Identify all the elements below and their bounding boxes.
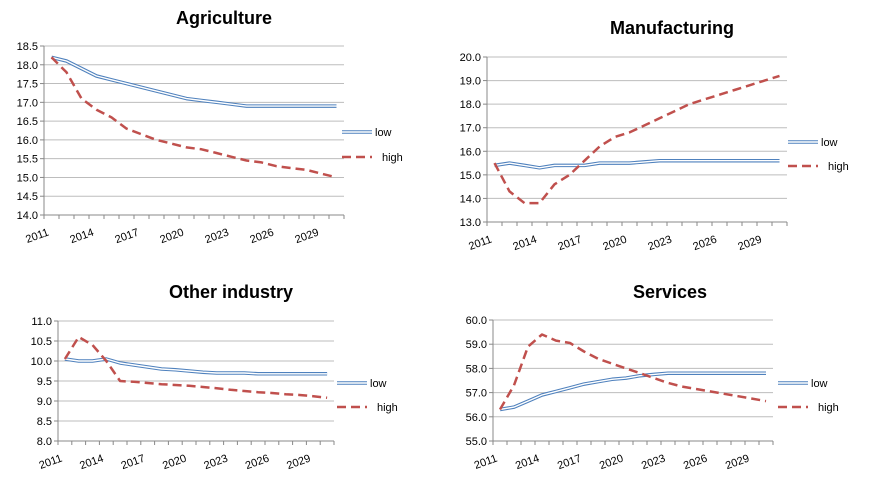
y-tick-label: 15.0 — [460, 170, 481, 182]
series-low-line-inner — [64, 358, 328, 375]
y-tick-label: 56.0 — [466, 412, 487, 424]
x-tick-label: 2029 — [724, 453, 751, 473]
y-tick-label: 15.0 — [17, 172, 38, 184]
x-tick-label: 2014 — [78, 453, 105, 473]
y-tick-label: 20.0 — [460, 52, 481, 64]
chart-panel-2: Other industry 8.0 8.5 9.0 9.5 10.0 10.5 11.0 20… — [31, 282, 398, 472]
chart-title: Manufacturing — [610, 18, 734, 38]
y-tick-label: 14.5 — [17, 191, 38, 203]
legend-low-label: low — [370, 378, 387, 390]
y-tick-label: 55.0 — [466, 436, 487, 448]
y-tick-label: 18.0 — [460, 99, 481, 111]
x-tick-label: 2014 — [68, 227, 95, 247]
y-tick-label: 17.0 — [17, 97, 38, 109]
legend-low-label: low — [821, 137, 838, 149]
x-tick-label: 2029 — [285, 453, 312, 473]
y-tick-label: 14.0 — [17, 210, 38, 222]
series-high-line — [493, 74, 780, 205]
x-tick-label: 2029 — [293, 227, 320, 247]
series-high-line — [498, 333, 767, 411]
x-tick-label: 2017 — [556, 453, 583, 473]
y-tick-label: 19.0 — [460, 76, 481, 88]
x-tick-label: 2023 — [202, 453, 229, 473]
y-tick-label: 8.5 — [37, 416, 52, 428]
x-tick-label: 2029 — [736, 234, 763, 254]
y-tick-label: 18.0 — [17, 60, 38, 72]
x-tick-label: 2011 — [38, 453, 64, 472]
series-high-line — [63, 335, 328, 400]
x-tick-label: 2020 — [601, 234, 628, 254]
x-tick-label: 2017 — [120, 453, 147, 473]
x-tick-label: 2026 — [682, 453, 709, 473]
y-tick-label: 17.5 — [17, 79, 38, 91]
legend-high-label: high — [828, 161, 849, 173]
series-low-line-inner — [51, 56, 337, 107]
y-tick-label: 9.0 — [37, 396, 52, 408]
x-tick-label: 2026 — [691, 234, 718, 254]
legend-low-label: low — [375, 127, 392, 139]
chart-title: Services — [633, 282, 707, 302]
series-low-line-inner — [494, 159, 780, 169]
x-tick-label: 2026 — [248, 227, 275, 247]
y-tick-label: 15.5 — [17, 154, 38, 166]
chart-title: Other industry — [169, 282, 293, 302]
x-tick-label: 2023 — [646, 234, 673, 254]
series-high-line — [50, 56, 337, 179]
x-tick-label: 2020 — [158, 227, 185, 247]
legend-high-label: high — [382, 152, 403, 164]
x-tick-label: 2011 — [473, 453, 499, 472]
y-tick-label: 16.5 — [17, 116, 38, 128]
series-low-line-inner — [499, 372, 766, 411]
x-tick-label: 2011 — [467, 234, 493, 253]
chart-panel-0: Agriculture 14.0 14.5 15.0 15.5 16.0 16.5 17.0 1… — [17, 8, 403, 246]
x-tick-label: 2023 — [640, 453, 667, 473]
series-low-line — [499, 371, 766, 412]
y-tick-label: 13.0 — [460, 217, 481, 229]
y-tick-label: 59.0 — [466, 339, 487, 351]
y-tick-label: 14.0 — [460, 193, 481, 205]
y-tick-label: 11.0 — [31, 316, 52, 328]
x-tick-label: 2011 — [24, 227, 50, 246]
legend-high-label: high — [377, 402, 398, 414]
y-tick-label: 16.0 — [17, 135, 38, 147]
y-tick-label: 10.5 — [31, 336, 52, 348]
y-tick-label: 10.0 — [31, 356, 52, 368]
chart-panel-1: Manufacturing 13.0 14.0 15.0 16.0 17.0 18.0 19.… — [460, 18, 849, 253]
x-tick-label: 2023 — [203, 227, 230, 247]
x-tick-label: 2017 — [556, 234, 583, 254]
x-tick-label: 2014 — [514, 453, 541, 473]
y-tick-label: 18.5 — [17, 41, 38, 53]
y-tick-label: 16.0 — [460, 146, 481, 158]
y-tick-label: 17.0 — [460, 123, 481, 135]
x-tick-label: 2026 — [244, 453, 271, 473]
y-tick-label: 9.5 — [37, 376, 52, 388]
y-tick-label: 57.0 — [466, 388, 487, 400]
y-tick-label: 60.0 — [466, 315, 487, 327]
x-tick-label: 2014 — [511, 234, 538, 254]
legend-high-label: high — [818, 402, 839, 414]
chart-panel-3: Services 55.0 56.0 57.0 58.0 59.0 60.0 2011 2014… — [466, 282, 839, 472]
x-tick-label: 2020 — [161, 453, 188, 473]
x-tick-label: 2020 — [598, 453, 625, 473]
chart-title: Agriculture — [176, 8, 272, 28]
y-tick-label: 58.0 — [466, 363, 487, 375]
y-tick-label: 8.0 — [37, 436, 52, 448]
x-tick-label: 2017 — [113, 227, 140, 247]
legend-low-label: low — [811, 378, 828, 390]
